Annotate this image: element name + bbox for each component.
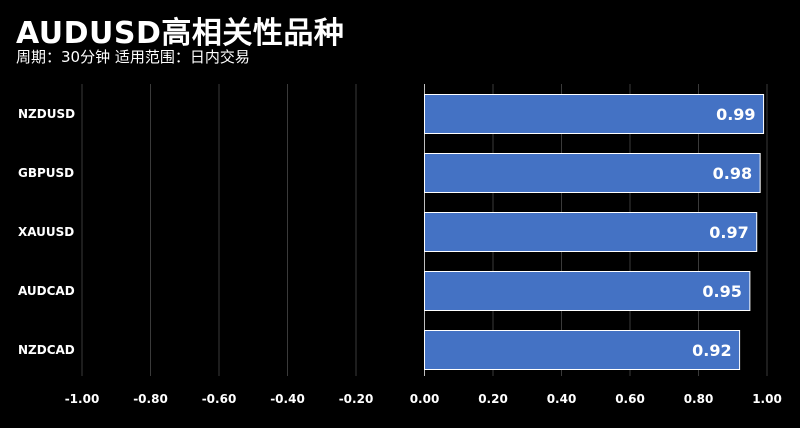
x-tick-label: 0.40 <box>547 392 577 406</box>
x-tick-label: -0.60 <box>202 392 237 406</box>
bar <box>424 271 751 311</box>
x-tick-label: -0.80 <box>133 392 168 406</box>
bar <box>424 212 758 252</box>
category-label: NZDCAD <box>18 343 75 357</box>
bar-value-label: 0.99 <box>716 105 755 124</box>
chart-subtitle: 周期：30分钟 适用范围：日内交易 <box>16 48 250 66</box>
category-label: XAUUSD <box>18 225 74 239</box>
x-tick-label: -1.00 <box>65 392 100 406</box>
bar <box>424 153 761 193</box>
x-tick-label: -0.20 <box>339 392 374 406</box>
chart-title: AUDUSD高相关性品种 <box>16 16 345 51</box>
x-tick-label: 0.20 <box>478 392 508 406</box>
bar <box>424 94 765 134</box>
bar-value-label: 0.98 <box>713 164 752 183</box>
category-label: NZDUSD <box>18 107 75 121</box>
x-tick-label: 0.80 <box>684 392 714 406</box>
category-label: AUDCAD <box>18 284 75 298</box>
category-label: GBPUSD <box>18 166 74 180</box>
x-tick-label: -0.40 <box>270 392 305 406</box>
bar-value-label: 0.95 <box>702 282 741 301</box>
x-tick-label: 0.00 <box>410 392 440 406</box>
bar-value-label: 0.97 <box>709 223 748 242</box>
x-tick-label: 0.60 <box>615 392 645 406</box>
bar-value-label: 0.92 <box>692 341 731 360</box>
bar <box>424 330 741 370</box>
x-tick-label: 1.00 <box>752 392 782 406</box>
